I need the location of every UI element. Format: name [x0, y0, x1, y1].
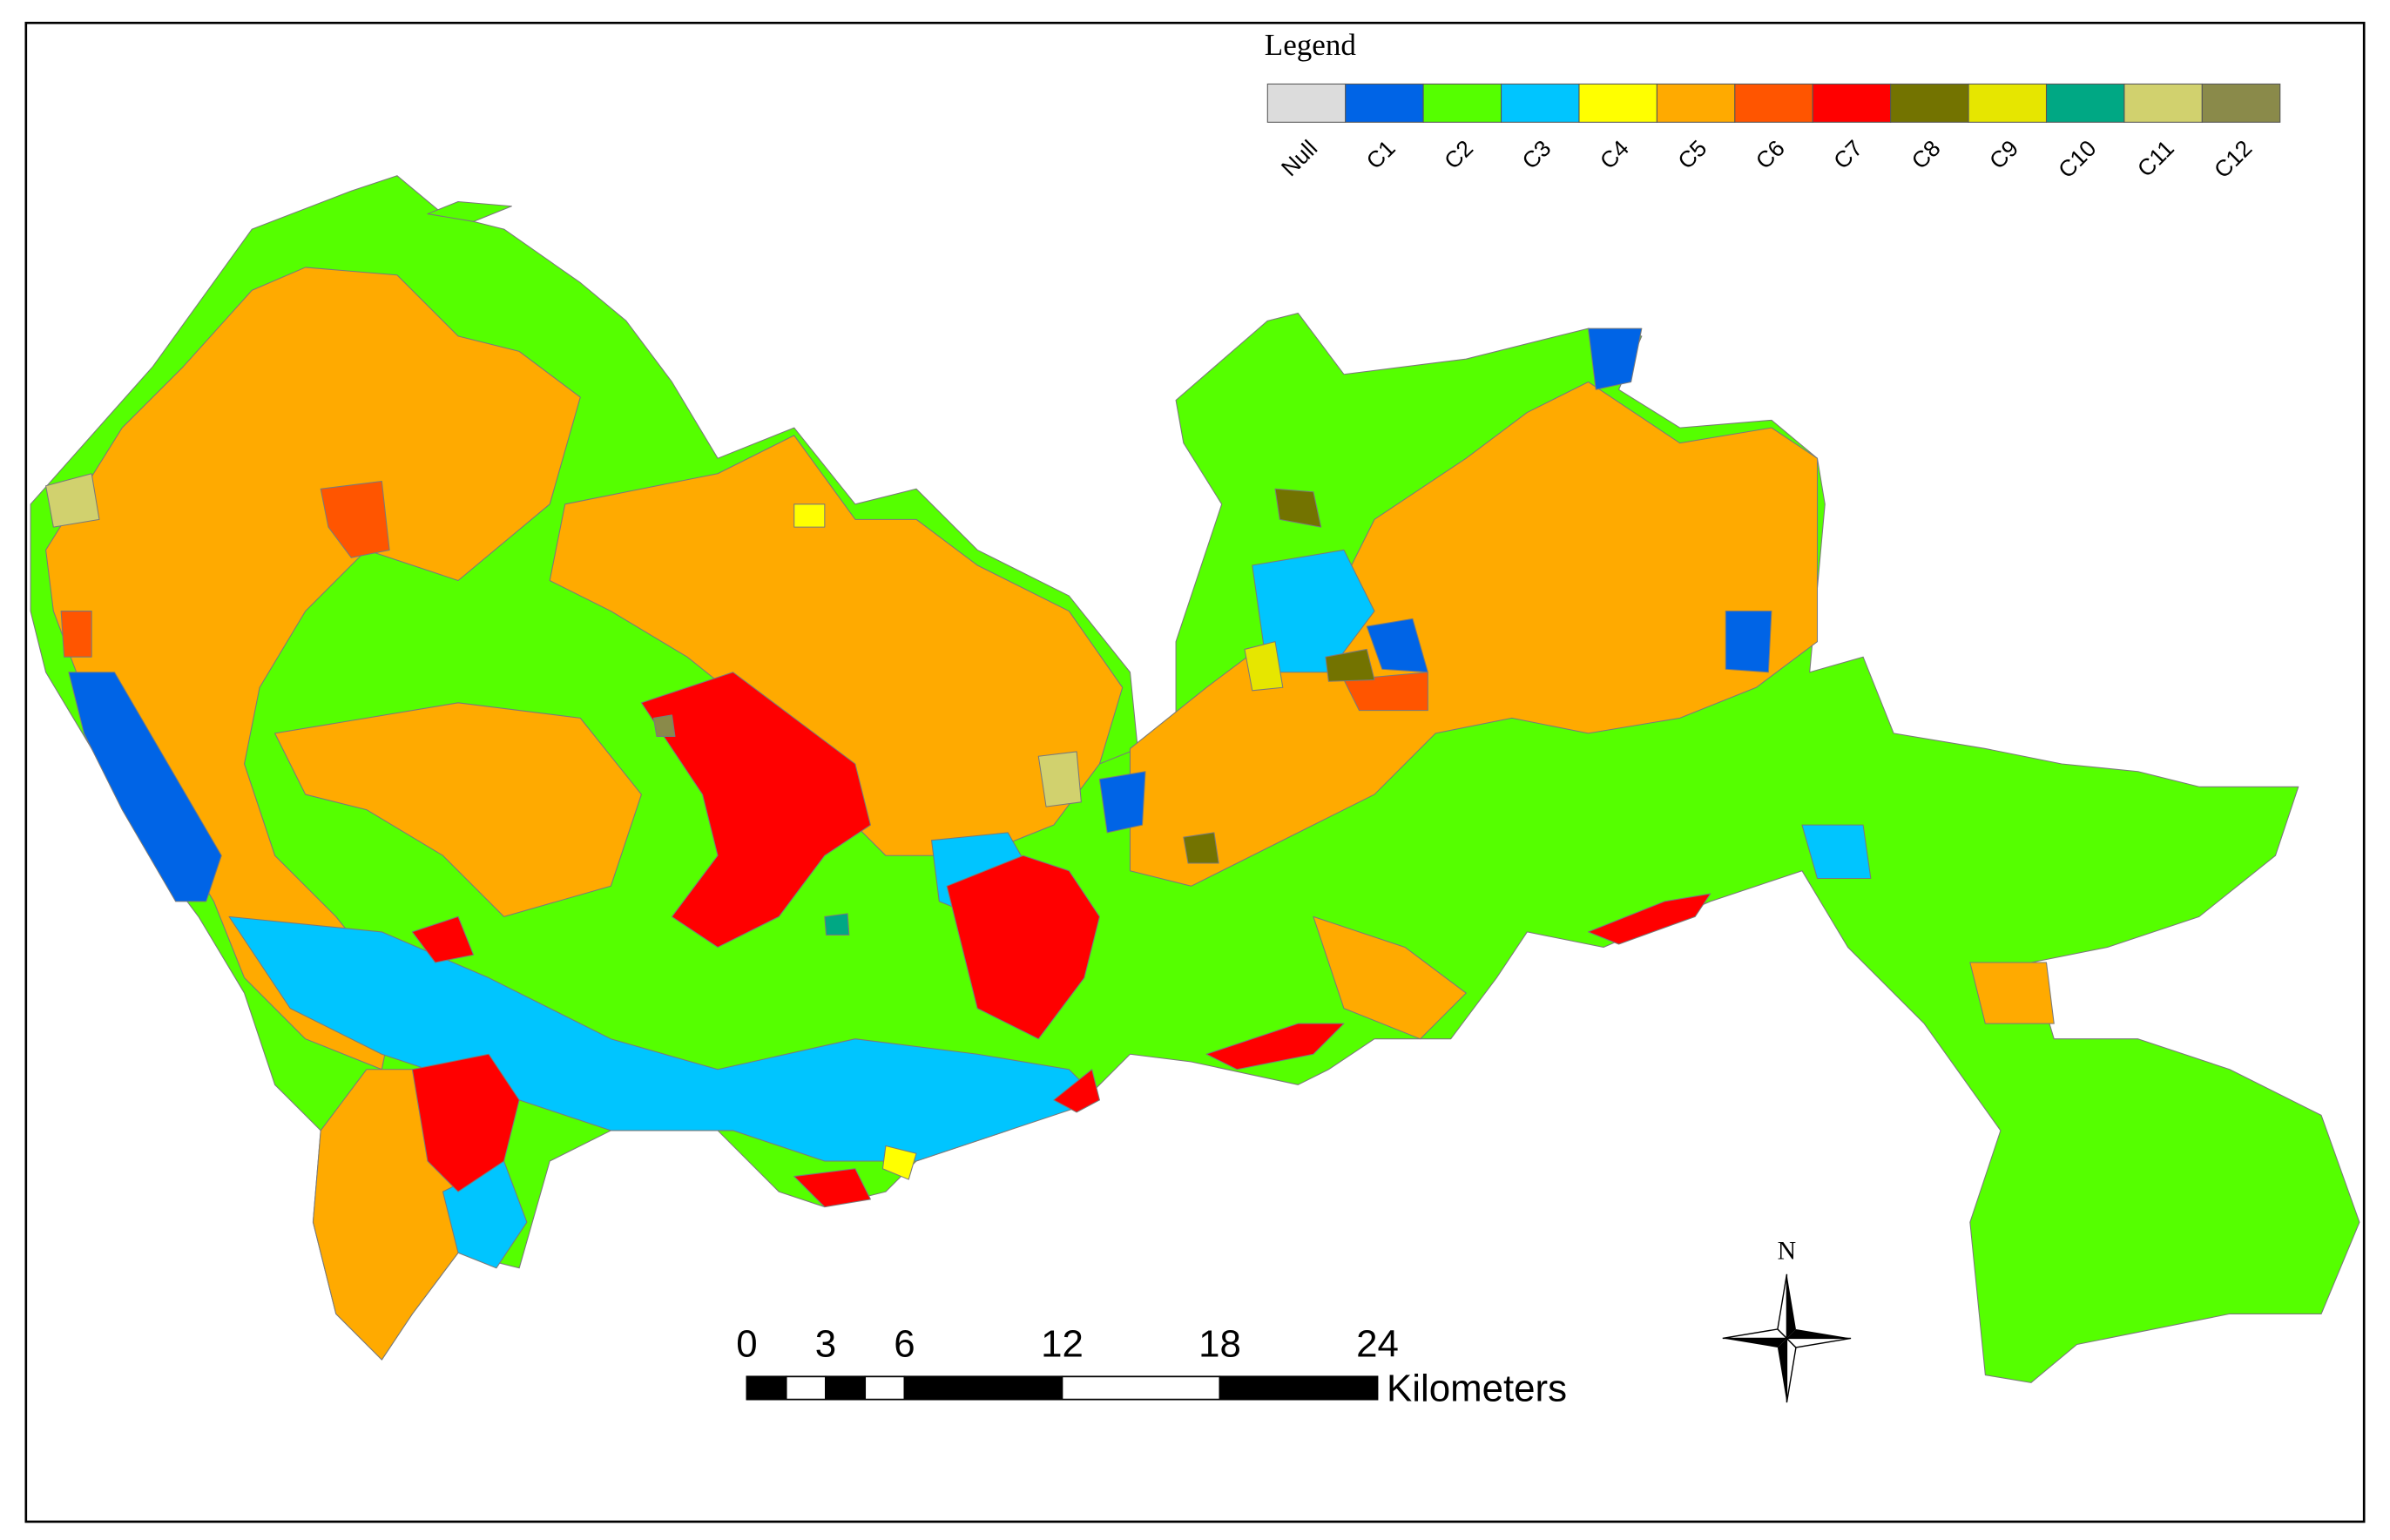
legend-swatch — [2201, 83, 2281, 123]
region — [946, 854, 1100, 1040]
region — [652, 714, 676, 737]
region — [1587, 893, 1711, 945]
region — [1969, 962, 2055, 1024]
arrow-part — [1786, 1273, 1796, 1339]
legend-swatch — [1501, 83, 1580, 123]
region — [1037, 751, 1082, 807]
scale-unit: Kilometers — [1387, 1367, 1567, 1409]
legend: Null C1 C2 C3 C4 C5 C6 C7 C8 C9 C10 C11 C12 — [1266, 83, 2281, 183]
region — [1343, 672, 1428, 712]
scale-segment — [746, 1375, 787, 1401]
region — [274, 702, 642, 917]
region — [549, 435, 1124, 856]
region — [793, 1168, 871, 1208]
scale-segment — [1061, 1375, 1221, 1401]
scale-label: 24 — [1356, 1323, 1399, 1366]
arrow-part — [1722, 1338, 1787, 1348]
map — [30, 175, 2360, 1383]
north-arrow: N — [1722, 1236, 1852, 1403]
legend-swatch — [1968, 83, 2048, 123]
legend-swatch — [1890, 83, 1969, 123]
legend-swatch — [1812, 83, 1892, 123]
region — [1053, 1069, 1100, 1113]
scale-label: 6 — [894, 1323, 915, 1366]
region — [60, 611, 92, 658]
region — [1244, 641, 1284, 692]
north-label: N — [1778, 1236, 1797, 1265]
legend-swatch — [1422, 83, 1502, 123]
scale-segment — [864, 1375, 906, 1401]
arrow-part — [1777, 1338, 1787, 1403]
region — [320, 480, 390, 558]
region — [1129, 381, 1819, 887]
legend-swatch — [2045, 83, 2125, 123]
region — [1183, 832, 1219, 864]
arrow-part — [1786, 1328, 1852, 1339]
scale-segment — [785, 1375, 827, 1401]
scale-label: 0 — [736, 1323, 757, 1366]
region — [1313, 915, 1467, 1040]
region — [411, 915, 475, 963]
region — [45, 473, 100, 528]
region — [68, 672, 222, 902]
legend-title: Legend — [1265, 28, 1357, 62]
region — [1098, 771, 1146, 834]
region — [793, 503, 826, 528]
region — [1274, 488, 1322, 528]
region — [640, 672, 871, 948]
region — [1725, 611, 1772, 673]
region — [1205, 1023, 1345, 1071]
scale-segment — [825, 1375, 867, 1401]
arrow-part — [1722, 1328, 1789, 1340]
legend-swatch — [1734, 83, 1813, 123]
region — [1587, 328, 1643, 390]
legend-swatch — [1578, 83, 1657, 123]
scale-segment — [1219, 1375, 1379, 1401]
scale-label: 3 — [815, 1323, 836, 1366]
scale-label: 18 — [1198, 1323, 1241, 1366]
legend-swatch — [2123, 83, 2203, 123]
scale-segment — [903, 1375, 1063, 1401]
region — [1801, 824, 1872, 880]
region — [1325, 648, 1375, 682]
arrow-part — [1785, 1337, 1852, 1348]
scale-label: 12 — [1041, 1323, 1084, 1366]
region — [824, 913, 850, 935]
legend-swatch — [1266, 83, 1347, 123]
legend-swatch — [1656, 83, 1736, 123]
legend-swatch — [1345, 83, 1424, 123]
region — [427, 200, 512, 222]
region — [881, 1145, 917, 1180]
region — [411, 1053, 520, 1192]
